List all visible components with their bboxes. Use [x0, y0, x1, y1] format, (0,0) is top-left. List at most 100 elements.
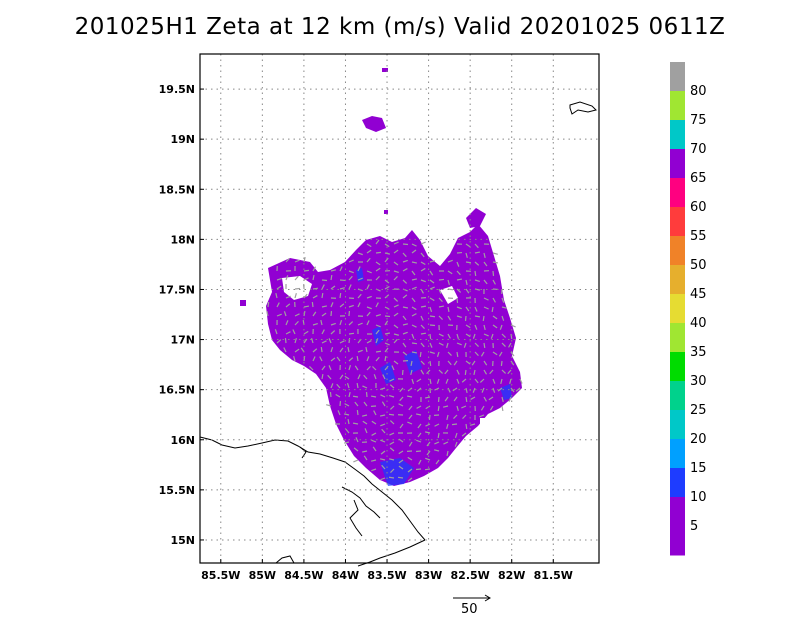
wind-vector — [330, 285, 336, 290]
wind-vector — [328, 365, 332, 371]
wind-vector — [500, 378, 503, 384]
wind-vector — [375, 324, 381, 328]
wind-vector — [375, 314, 381, 317]
lat-tick-label: 19.5N — [159, 83, 195, 96]
wind-vector — [501, 342, 506, 348]
wind-vector — [285, 320, 289, 326]
wind-vector — [303, 293, 308, 299]
wind-vector — [402, 315, 407, 321]
wind-vector — [447, 279, 450, 285]
wind-vector — [348, 304, 354, 308]
colorbar-swatch — [670, 526, 685, 556]
wind-vector — [509, 378, 512, 384]
wind-vector — [312, 287, 319, 290]
wind-vector — [481, 387, 485, 393]
wind-vector — [416, 378, 422, 383]
wind-vector — [479, 378, 485, 383]
wind-vector — [357, 302, 361, 308]
wind-vector — [406, 395, 413, 398]
colorbar-swatch — [670, 120, 685, 150]
wind-vector — [402, 342, 407, 348]
wind-vector — [384, 332, 391, 335]
wind-vector — [320, 319, 323, 326]
wind-vector — [330, 347, 334, 353]
wind-vector — [482, 315, 485, 322]
wind-vector — [428, 414, 431, 421]
wind-vector — [375, 251, 382, 254]
wind-vector — [483, 297, 489, 301]
wind-vector — [303, 305, 310, 308]
wind-vector — [492, 297, 496, 303]
wind-vector — [363, 374, 368, 380]
wind-vector — [429, 260, 435, 263]
wind-vector — [389, 420, 395, 425]
wind-vector — [438, 305, 445, 308]
wind-vector — [408, 405, 413, 411]
wind-vector — [294, 287, 301, 290]
colorbar — [670, 62, 685, 556]
wind-vector — [321, 373, 324, 380]
wind-vector — [429, 270, 434, 276]
wind-vector — [354, 401, 359, 407]
wind-vector — [339, 320, 343, 326]
wind-vector — [437, 432, 440, 439]
wind-vector — [416, 405, 422, 409]
wind-vector — [489, 369, 494, 375]
wind-vector — [492, 324, 498, 329]
wind-vector — [335, 393, 341, 398]
wind-vector — [384, 257, 389, 263]
wind-vector — [507, 369, 512, 375]
wind-vector — [425, 457, 431, 461]
wind-vector — [465, 333, 471, 338]
wind-vector — [420, 324, 425, 329]
wind-vector — [424, 431, 431, 434]
wind-vector — [393, 312, 399, 317]
wind-vector — [411, 324, 417, 328]
wind-vector — [399, 387, 404, 393]
wind-vector — [276, 313, 282, 317]
lat-tick-label: 17.5N — [159, 283, 195, 296]
wind-vector — [508, 396, 512, 402]
wind-vector — [454, 441, 458, 447]
wind-vector — [343, 413, 350, 416]
wind-vector — [339, 374, 344, 380]
wind-vector — [447, 387, 451, 393]
wind-vector — [402, 351, 408, 356]
wind-vector — [402, 252, 407, 258]
colorbar-label: 70 — [690, 142, 707, 157]
wind-vector — [384, 315, 391, 318]
honduras-coast-south — [357, 539, 426, 567]
wind-vector — [465, 279, 468, 286]
zeta-region — [382, 68, 388, 72]
wind-vector — [438, 288, 442, 294]
wind-vector — [429, 286, 435, 290]
lat-tick-label: 18.5N — [159, 183, 195, 196]
wind-vector — [456, 351, 459, 358]
wind-vector — [501, 405, 504, 412]
lon-tick-label: 81.5W — [534, 569, 573, 582]
wind-vector — [320, 346, 323, 353]
wind-vector — [438, 315, 443, 320]
wind-vector — [510, 387, 515, 393]
wind-vector — [434, 441, 440, 445]
wind-vector — [411, 342, 418, 345]
wind-vector — [425, 423, 431, 427]
colorbar-swatch — [670, 62, 685, 92]
wind-vector — [381, 464, 386, 470]
wind-vector — [492, 315, 498, 320]
wind-vector — [276, 277, 282, 281]
wind-vector — [465, 396, 468, 403]
wind-vector — [393, 324, 399, 329]
wind-vector — [384, 252, 391, 255]
wind-vector — [398, 465, 404, 470]
wind-vector — [294, 313, 300, 317]
wind-vector — [483, 396, 487, 402]
wind-vector — [426, 369, 431, 375]
colorbar-swatch — [670, 352, 685, 382]
wind-vector — [408, 441, 413, 447]
wind-vector — [510, 360, 515, 366]
wind-vector — [497, 387, 503, 392]
wind-vector — [416, 387, 422, 392]
wind-vector — [426, 450, 431, 456]
wind-vector — [371, 439, 377, 443]
